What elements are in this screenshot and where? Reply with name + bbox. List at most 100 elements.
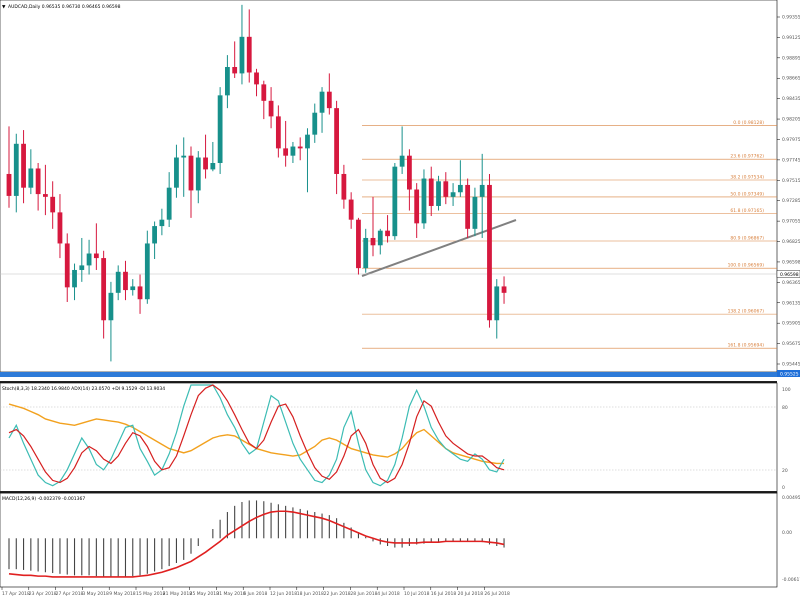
price-tick-label: 0.97285 [782, 198, 800, 204]
time-tick-label: 25 May 2018 [190, 591, 219, 597]
candle-body [436, 181, 441, 206]
stoch-tick-label: 0 [782, 485, 785, 491]
price-tick-label: 0.98895 [782, 55, 800, 61]
candle-body [137, 286, 143, 300]
candle-body [407, 155, 412, 190]
candle-body [457, 184, 463, 193]
candle-body [6, 173, 12, 196]
macd-info-text: MACD(12,26,9) -0.002379 -0.001367 [2, 496, 85, 502]
price-tick-label: 0.96135 [782, 300, 800, 306]
candle-body [86, 253, 92, 266]
candle-body [144, 243, 150, 300]
time-tick-label: 21 May 2018 [163, 591, 192, 597]
macd-axis: 0.004957 0.00 -0.006179 [782, 495, 800, 583]
low-price-marker: 0.95525 [777, 370, 800, 378]
fib-level-label: 80.9 (0.96867) [730, 235, 764, 241]
fib-level-label: 0.0 (0.98128) [733, 120, 764, 126]
price-tick-label: 0.97975 [782, 137, 800, 143]
time-tick-label: 9 May 2018 [109, 591, 136, 597]
candle-body [210, 163, 216, 170]
candle-body [363, 237, 369, 269]
fib-level-label: 61.8 (0.97165) [730, 208, 764, 214]
candle-body [35, 168, 41, 195]
candle-body [472, 196, 478, 229]
price-tick-label: 0.98435 [782, 96, 800, 102]
candle-body [232, 67, 238, 74]
current-price-marker-bg [776, 270, 800, 278]
price-tick-label: 0.97745 [782, 157, 800, 163]
candle-body [421, 178, 427, 224]
price-panel[interactable]: 0.0 (0.98128) 23.6 (0.97762) 38.2 (0.97534… [0, 0, 778, 373]
price-divider-bar [0, 372, 777, 377]
candle-body [283, 148, 289, 156]
candle-body [305, 134, 310, 149]
time-tick-label: 12 Jun 2018 [270, 591, 297, 597]
stoch-signal-line [8, 384, 505, 484]
main-header: ▼ AUDCAD,Daily 0.96535 0.96730 0.96465 0… [2, 4, 121, 10]
candle-body [13, 143, 19, 196]
candle-body [28, 168, 34, 188]
current-price-label: 0.96598 [780, 272, 799, 278]
candle-body [450, 192, 456, 197]
candle-body [392, 166, 398, 237]
candle-body [312, 112, 318, 135]
candle-body [341, 173, 347, 200]
price-tick-label: 0.97055 [782, 219, 800, 225]
price-tick-label: 0.96825 [782, 239, 800, 245]
candle-body [268, 100, 274, 117]
candle-body [57, 212, 63, 244]
price-tick-label: 0.98205 [782, 117, 800, 123]
candle-body [370, 237, 376, 246]
time-tick-label: 26 Jul 2018 [484, 591, 510, 597]
candle-body [465, 184, 471, 229]
candle-body [479, 184, 485, 197]
time-tick-label: 20 Jul 2018 [458, 591, 484, 597]
candle-body [377, 230, 383, 246]
candle-body [275, 116, 281, 149]
stoch-tick-label: 80 [782, 405, 788, 411]
candle-body [414, 189, 420, 224]
candle-body [356, 219, 361, 269]
candle-body [261, 84, 267, 101]
candle-body [326, 91, 332, 109]
candle-body [50, 196, 56, 213]
candle-body [166, 187, 172, 220]
fibonacci-retracement[interactable]: 0.0 (0.98128) 23.6 (0.97762) 38.2 (0.97534… [362, 120, 777, 349]
candle-body [290, 146, 296, 156]
time-tick-label: 4 Jul 2018 [377, 591, 400, 597]
macd-tick-label: 0.004957 [782, 495, 800, 501]
candle-body [385, 230, 390, 237]
current-price-marker: 0.96598 [776, 270, 800, 278]
price-tick-label: 0.96365 [782, 280, 800, 286]
price-tick-label: 0.95675 [782, 341, 800, 347]
time-tick-label: 22 Jun 2018 [324, 591, 351, 597]
fib-level-label: 100.0 (0.96569) [728, 263, 765, 269]
time-tick-label: 15 May 2018 [136, 591, 165, 597]
candle-body [64, 243, 70, 288]
macd-tick-label: 0.00 [782, 530, 792, 536]
time-tick-label: 31 May 2018 [216, 591, 245, 597]
candle-body [443, 181, 449, 197]
time-tick-label: 3 May 2018 [82, 591, 109, 597]
time-tick-label: 23 Apr 2018 [29, 591, 57, 597]
time-tick-label: 17 Apr 2018 [2, 591, 30, 597]
candle-body [152, 226, 157, 244]
panel-separator-1 [0, 381, 777, 383]
candle-body [203, 157, 208, 170]
macd-signal-line [8, 510, 505, 578]
candle-body [217, 95, 223, 163]
stoch-tick-label: 20 [782, 468, 788, 474]
time-tick-label: 18 Jun 2018 [297, 591, 324, 597]
candlestick-series [6, 4, 507, 362]
macd-panel[interactable]: MACD(12,26,9) -0.002379 -0.001367 [0, 492, 778, 588]
price-tick-label: 0.99355 [782, 15, 800, 21]
candle-body [225, 67, 230, 96]
stoch-tick-label: 100 [782, 387, 791, 393]
candle-body [159, 219, 165, 227]
time-tick-label: 27 Apr 2018 [56, 591, 84, 597]
time-tick-label: 16 Jul 2018 [431, 591, 457, 597]
candle-body [21, 143, 26, 188]
price-tick-label: 0.98665 [782, 76, 800, 82]
macd-tick-label: -0.006179 [782, 577, 800, 583]
